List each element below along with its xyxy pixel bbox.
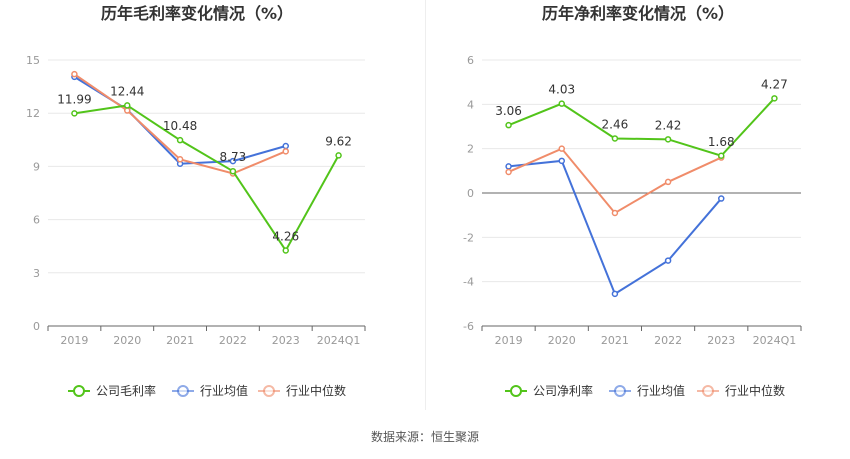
y-tick-label: 3 xyxy=(33,267,40,280)
x-tick-label: 2021 xyxy=(166,334,194,347)
series-line-median xyxy=(508,147,722,215)
data-point-company xyxy=(71,110,78,117)
data-label: 4.03 xyxy=(548,83,575,97)
y-tick-label: 0 xyxy=(33,320,40,333)
series-line-avg xyxy=(508,159,723,296)
legend-label-avg: 行业均值 xyxy=(637,383,685,398)
chart-title: 历年毛利率变化情况（%） xyxy=(101,4,293,23)
legend-marker-avg xyxy=(614,385,626,397)
data-point-company xyxy=(558,100,565,107)
data-point-avg xyxy=(558,157,565,165)
y-tick-label: 9 xyxy=(33,160,40,173)
x-tick-label: 2024Q1 xyxy=(753,334,797,347)
data-point-median xyxy=(505,168,512,176)
data-point-company xyxy=(335,152,342,159)
data-point-median xyxy=(611,209,619,217)
legend-marker-company xyxy=(73,385,85,397)
data-point-company xyxy=(282,247,289,254)
x-tick-label: 2020 xyxy=(113,334,141,347)
data-point-company xyxy=(124,102,131,109)
y-tick-label: 6 xyxy=(467,54,474,67)
y-tick-label: 2 xyxy=(467,143,474,156)
legend-label-median: 行业中位数 xyxy=(286,383,346,398)
data-label: 11.99 xyxy=(57,92,91,106)
data-point-company xyxy=(505,121,512,129)
legend-label-avg: 行业均值 xyxy=(200,383,248,398)
data-label: 8.73 xyxy=(220,150,247,164)
data-point-median xyxy=(176,156,184,163)
legend-label-median: 行业中位数 xyxy=(725,383,785,398)
data-label: 12.44 xyxy=(110,84,144,98)
x-tick-label: 2019 xyxy=(60,334,88,347)
data-label: 1.68 xyxy=(708,135,735,149)
data-point-median xyxy=(558,145,565,152)
y-tick-label: 15 xyxy=(26,54,40,67)
data-label: 4.27 xyxy=(761,77,788,91)
source-note: 数据来源：恒生聚源 xyxy=(370,430,479,444)
legend-label-company: 公司净利率 xyxy=(533,383,593,398)
data-point-company xyxy=(611,135,619,142)
data-label: 4.26 xyxy=(272,229,299,243)
data-point-median xyxy=(124,107,131,114)
legend-marker-avg xyxy=(177,385,189,397)
data-point-median xyxy=(71,70,78,78)
data-label: 3.06 xyxy=(495,104,522,118)
x-tick-label: 2021 xyxy=(601,334,629,347)
y-tick-label: -2 xyxy=(463,231,474,244)
data-point-company xyxy=(664,136,672,143)
chart-title: 历年净利率变化情况（%） xyxy=(542,4,734,23)
x-tick-label: 2022 xyxy=(654,334,682,347)
x-tick-label: 2022 xyxy=(219,334,247,347)
x-tick-label: 2023 xyxy=(272,334,300,347)
data-label: 2.46 xyxy=(602,117,629,131)
data-point-avg xyxy=(505,163,512,170)
x-tick-label: 2020 xyxy=(548,334,576,347)
data-point-avg xyxy=(718,195,725,202)
data-point-avg xyxy=(229,157,237,165)
y-tick-label: -4 xyxy=(463,276,474,289)
data-point-company xyxy=(229,167,237,175)
data-label: 2.42 xyxy=(655,118,682,132)
data-point-avg xyxy=(611,290,619,298)
data-point-avg xyxy=(664,257,672,264)
y-tick-label: 0 xyxy=(467,187,474,200)
data-label: 10.48 xyxy=(163,119,197,133)
series-line-company xyxy=(74,104,340,253)
legend-marker-median xyxy=(702,385,714,397)
series-line-company xyxy=(508,97,776,157)
y-tick-label: 12 xyxy=(26,107,40,120)
panel-divider xyxy=(425,0,426,410)
data-point-company xyxy=(718,152,725,160)
data-point-avg xyxy=(282,142,289,150)
legend-label-company: 公司毛利率 xyxy=(96,383,156,398)
legend-marker-company xyxy=(510,385,522,397)
y-tick-label: 6 xyxy=(33,214,40,227)
x-tick-label: 2024Q1 xyxy=(317,334,361,347)
data-point-company xyxy=(771,95,778,102)
x-tick-label: 2019 xyxy=(495,334,523,347)
y-tick-label: -6 xyxy=(463,320,474,333)
data-point-median xyxy=(664,178,672,186)
x-tick-label: 2023 xyxy=(707,334,735,347)
data-point-median xyxy=(282,148,289,155)
y-tick-label: 4 xyxy=(467,98,474,111)
data-label: 9.62 xyxy=(325,134,352,148)
legend-marker-median xyxy=(263,385,275,397)
data-point-company xyxy=(176,136,184,144)
